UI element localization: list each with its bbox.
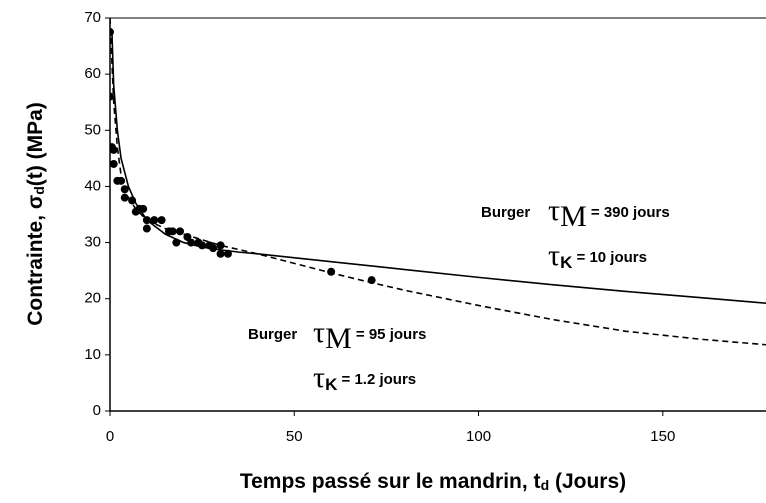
data-point [216, 249, 225, 258]
annotation-text: = 1.2 jours [337, 371, 416, 388]
data-point [176, 227, 185, 236]
x-tick-label: 150 [650, 428, 675, 445]
tau-subscript: K [325, 375, 338, 394]
y-tick-label: 50 [84, 121, 101, 138]
data-point [157, 216, 166, 225]
annotation: τK = 1.2 jours [313, 361, 416, 395]
data-point [120, 185, 129, 194]
data-point [117, 176, 126, 185]
tau-symbol: τ [313, 361, 325, 394]
annotation-text: = 10 jours [572, 249, 647, 266]
x-tick-label: 50 [286, 428, 303, 445]
annotation: τM = 390 jours [548, 194, 670, 233]
tau-symbol: τ [548, 239, 560, 272]
data-point [168, 227, 177, 236]
tau-subscript: M [325, 322, 352, 355]
annotation: τK = 10 jours [548, 239, 647, 273]
y-tick-label: 20 [84, 290, 101, 307]
tau-subscript: K [560, 253, 573, 272]
y-axis-title: Contrainte, σd(t) (MPa) [24, 102, 47, 326]
data-point [142, 224, 151, 233]
y-tick-label: 30 [84, 234, 101, 251]
y-tick-label: 10 [84, 346, 101, 363]
solid-curve [111, 29, 766, 305]
dashed-curve [110, 17, 766, 346]
y-tick-label: 60 [84, 65, 101, 82]
data-point [120, 193, 129, 202]
tau-symbol: τ [548, 194, 560, 227]
tau-subscript: M [560, 200, 587, 233]
plot-area [110, 17, 766, 346]
annotation-label: Burger [248, 326, 297, 343]
annotation-label: Burger [481, 204, 530, 221]
data-point [110, 145, 118, 154]
tau-symbol: τ [313, 316, 325, 349]
data-point [327, 267, 336, 276]
x-tick-label: 100 [466, 428, 491, 445]
data-point [150, 216, 159, 225]
y-tick-label: 70 [84, 9, 101, 26]
data-point [216, 241, 225, 250]
annotation: τM = 95 jours [313, 316, 426, 355]
y-tick-label: 0 [93, 402, 101, 419]
annotation-text: = 95 jours [352, 326, 427, 343]
x-tick-label: 0 [106, 428, 114, 445]
annotation-text: = 390 jours [587, 204, 670, 221]
x-axis-title: Temps passé sur le mandrin, td (Jours) [240, 470, 626, 493]
data-point [110, 159, 118, 168]
y-tick-label: 40 [84, 177, 101, 194]
